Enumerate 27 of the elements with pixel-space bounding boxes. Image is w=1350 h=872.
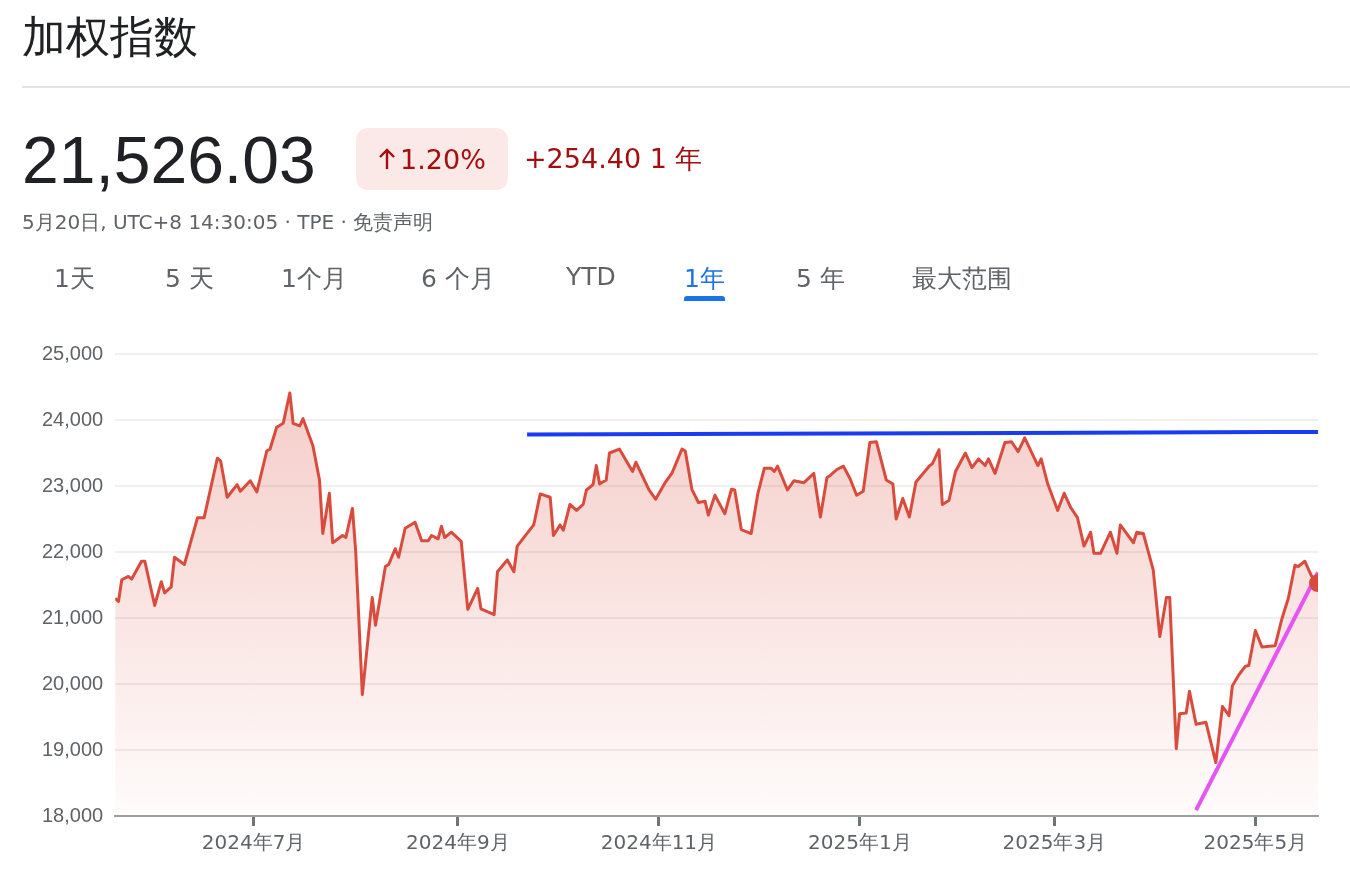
text: 1个月 <box>281 263 347 295</box>
text: 1年 <box>684 263 725 295</box>
chart-title: 加权指数 <box>22 10 198 64</box>
text: 最大范围 <box>912 263 1012 295</box>
y-tick-label: 21,000 <box>42 605 104 628</box>
y-tick-label: 20,000 <box>42 671 104 694</box>
x-tick-label: 2024年9月 <box>406 830 510 855</box>
y-tick-label: 18,000 <box>42 803 104 826</box>
text: 1.20% <box>400 143 486 175</box>
text: YTD <box>566 262 616 291</box>
y-tick-label: 22,000 <box>42 539 104 562</box>
y-tick-label: 25,000 <box>42 341 104 364</box>
y-tick-label: 19,000 <box>42 737 104 760</box>
x-tick-label: 2025年5月 <box>1203 830 1308 855</box>
text: +254.40 1 年 <box>524 142 703 176</box>
x-tick-label: 2025年3月 <box>1002 830 1107 855</box>
x-tick-label: 2024年7月 <box>201 830 306 855</box>
text: 6 个月 <box>421 263 495 295</box>
y-tick-label: 23,000 <box>42 473 104 496</box>
text: 21,526.03 <box>22 122 316 198</box>
x-tick-label: 2025年1月 <box>808 830 912 855</box>
text: 5 年 <box>796 263 845 295</box>
y-tick-label: 24,000 <box>42 407 104 430</box>
text: 5 天 <box>165 263 214 295</box>
x-tick-label: 2024年11月 <box>600 830 718 855</box>
text: 1天 <box>54 263 95 295</box>
chart-subtitle: 5月20日, UTC+8 14:30:05 · TPE · 免责声明 <box>22 209 434 236</box>
